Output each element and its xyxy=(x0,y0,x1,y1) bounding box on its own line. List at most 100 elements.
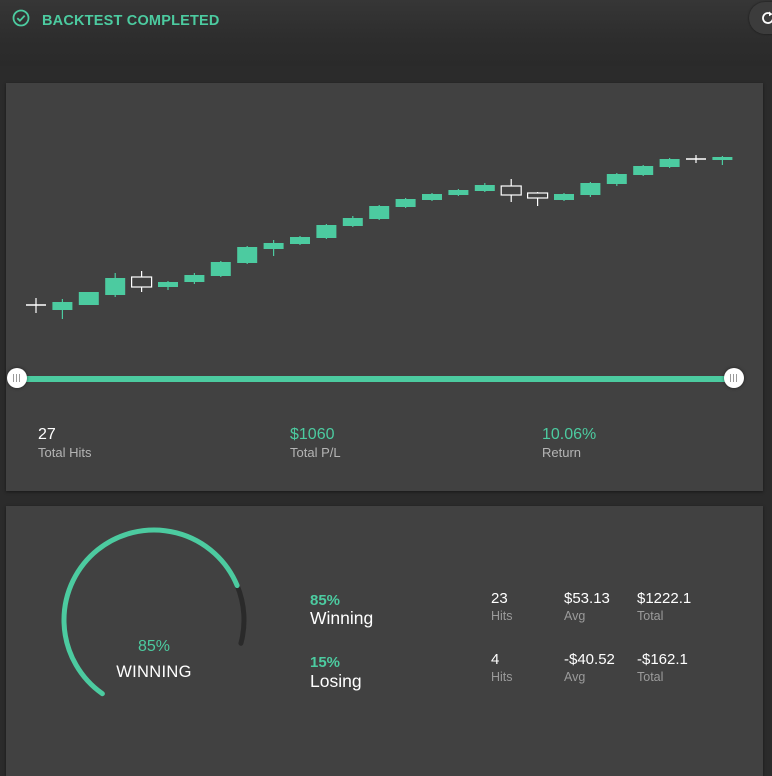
metric-total-pl: $1060 Total P/L xyxy=(290,426,341,460)
candle xyxy=(290,236,310,245)
metric-value: $1060 xyxy=(290,426,335,443)
metric-label: Total Hits xyxy=(38,445,92,460)
cell-label: Avg xyxy=(564,609,586,623)
candle-body xyxy=(263,243,284,249)
cell-value: 4 xyxy=(491,651,500,668)
range-slider-track[interactable] xyxy=(21,376,736,382)
cell-label: Hits xyxy=(491,670,513,684)
cell-value: 23 xyxy=(491,590,508,607)
candle xyxy=(422,193,442,201)
losing-label: Losing xyxy=(310,671,362,691)
candle xyxy=(500,179,522,202)
candle-body xyxy=(316,225,337,238)
candle xyxy=(184,273,205,284)
candle xyxy=(26,298,46,313)
candle-body xyxy=(130,276,153,288)
candle xyxy=(316,224,337,239)
candle-body xyxy=(526,192,549,199)
candle-body xyxy=(210,262,231,276)
winning-label: Winning xyxy=(310,608,374,628)
candle xyxy=(554,193,574,201)
metric-value: 27 xyxy=(38,426,56,443)
candle xyxy=(712,156,733,165)
candle xyxy=(633,165,654,176)
candle-body xyxy=(633,166,654,175)
candle xyxy=(210,261,231,277)
metric-label: Total P/L xyxy=(290,445,341,460)
metric-value: 10.06% xyxy=(542,426,597,443)
winning-avg: $53.13 Avg xyxy=(564,590,610,624)
range-slider-end-handle[interactable] xyxy=(724,368,744,388)
candle xyxy=(580,182,601,197)
losing-percent: 15% xyxy=(310,654,341,671)
candle-body xyxy=(606,174,627,184)
candle-body xyxy=(369,206,390,219)
cell-label: Avg xyxy=(564,670,586,684)
cell-value: $53.13 xyxy=(564,590,610,607)
candle-body xyxy=(184,275,205,282)
candle xyxy=(52,299,73,319)
candle-body xyxy=(237,247,258,263)
candle xyxy=(474,183,495,192)
candle-body xyxy=(554,194,574,200)
candle xyxy=(606,173,627,186)
candle-body xyxy=(395,199,416,207)
candle xyxy=(130,271,153,292)
candle-body xyxy=(500,185,522,196)
candle-body xyxy=(659,159,680,167)
candlestick-chart xyxy=(26,155,733,319)
candle-body xyxy=(78,292,99,305)
candle xyxy=(78,292,99,305)
candle xyxy=(526,192,549,206)
gauge-track xyxy=(234,583,247,646)
gauge-label: WINNING xyxy=(116,663,192,681)
backtest-status: BACKTEST COMPLETED xyxy=(12,9,220,32)
candle xyxy=(659,158,680,168)
candle-body xyxy=(422,194,442,200)
top-bar: BACKTEST COMPLETED xyxy=(0,0,772,66)
candle xyxy=(263,240,284,256)
refresh-button[interactable] xyxy=(749,2,772,34)
gauge-percent: 85% xyxy=(137,638,171,655)
candle xyxy=(369,205,390,220)
refresh-icon xyxy=(762,11,772,24)
win-loss-card: 85% WINNING 85% Winning 15% Losing 23 Hi… xyxy=(6,506,763,776)
candle xyxy=(448,189,469,196)
backtest-chart-card: 27 Total Hits $1060 Total P/L 10.06% Ret… xyxy=(6,83,763,491)
candle-body xyxy=(105,278,126,295)
candle-body xyxy=(342,218,363,226)
losing-total: -$162.1 Total xyxy=(637,651,688,685)
winning-hits: 23 Hits xyxy=(491,590,513,624)
candle xyxy=(105,273,126,297)
candle xyxy=(395,198,416,208)
check-circle-icon xyxy=(12,9,30,32)
candle-body xyxy=(580,183,601,195)
losing-avg: -$40.52 Avg xyxy=(564,651,615,685)
metric-label: Return xyxy=(542,445,582,460)
cell-value: $1222.1 xyxy=(637,590,692,607)
cell-label: Hits xyxy=(491,609,513,623)
metric-total-hits: 27 Total Hits xyxy=(38,426,91,460)
metric-return: 10.06% Return xyxy=(542,426,596,460)
losing-hits: 4 Hits xyxy=(491,651,513,685)
range-slider-start-handle[interactable] xyxy=(7,368,27,388)
candle xyxy=(686,155,706,163)
cell-label: Total xyxy=(637,609,664,623)
candle-body xyxy=(712,157,733,160)
candle xyxy=(342,216,363,227)
candle-body xyxy=(474,185,495,191)
winning-percent: 85% xyxy=(310,592,341,609)
candle xyxy=(158,281,178,290)
cell-value: -$162.1 xyxy=(637,651,688,668)
candle-body xyxy=(290,237,310,244)
candle xyxy=(237,246,258,264)
status-text: BACKTEST COMPLETED xyxy=(42,12,220,29)
winning-total: $1222.1 Total xyxy=(637,590,692,624)
cell-value: -$40.52 xyxy=(564,651,615,668)
winning-gauge: 85% WINNING xyxy=(60,506,248,746)
candle-body xyxy=(448,190,469,195)
gauge-fill xyxy=(61,527,240,697)
candle-body xyxy=(158,282,178,287)
cell-label: Total xyxy=(637,670,664,684)
candle-body xyxy=(52,302,73,310)
